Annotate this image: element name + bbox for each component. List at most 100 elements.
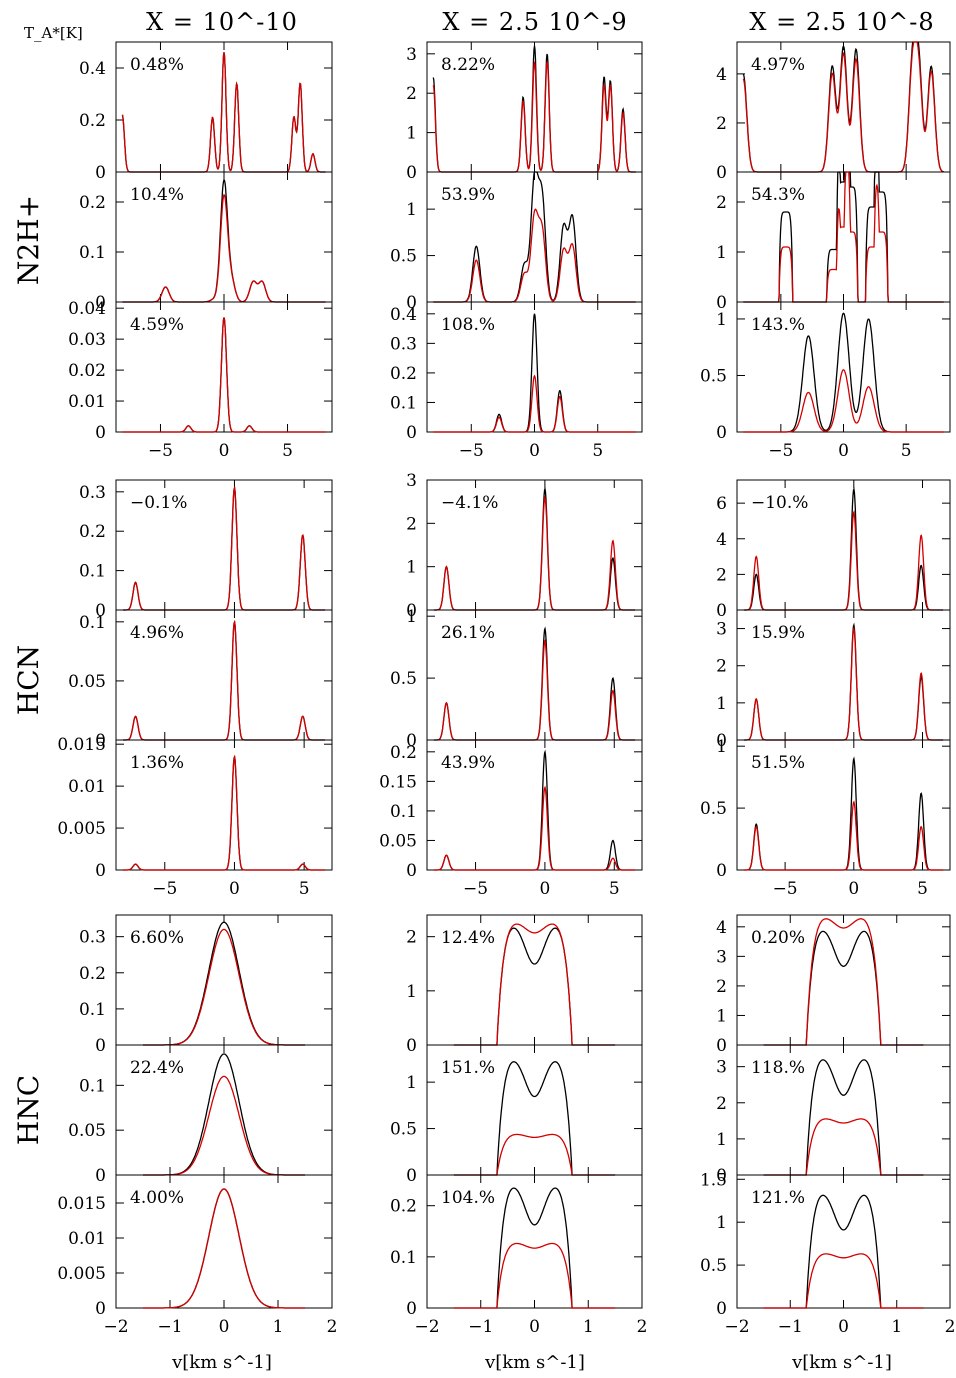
x-tick-label: −2 xyxy=(414,1317,439,1337)
y-tick-label: 0.5 xyxy=(390,669,417,689)
y-tick-label: 0 xyxy=(95,1036,106,1056)
y-tick-label: 0.2 xyxy=(390,1197,417,1217)
y-tick-label: 0.03 xyxy=(68,330,106,350)
percentage-label: 8.22% xyxy=(441,55,495,75)
y-tick-label: 0.1 xyxy=(79,1076,106,1096)
x-tick-label: 1 xyxy=(273,1317,284,1337)
y-tick-label: 0.05 xyxy=(379,831,417,851)
panel-N2H+-r2-c2: 0 0.5 1 53.9% xyxy=(390,171,643,313)
percentage-label: 121.% xyxy=(751,1188,805,1208)
x-tick-label: 5 xyxy=(592,441,603,461)
percentage-label: 4.00% xyxy=(130,1188,184,1208)
x-tick-label: −1 xyxy=(778,1317,803,1337)
y-tick-label: 1 xyxy=(406,982,417,1002)
y-tick-label: 2 xyxy=(406,514,417,534)
percentage-label: 108.% xyxy=(441,315,495,335)
y-tick-label: 0.2 xyxy=(390,364,417,384)
x-tick-label: 1 xyxy=(891,1317,902,1337)
y-tick-label: 1.5 xyxy=(700,1170,727,1190)
x-tick-label: 0 xyxy=(229,879,240,899)
black-model-line xyxy=(453,1061,616,1176)
column-title-1: X = 10^-10 xyxy=(146,8,298,36)
red-model-line xyxy=(763,1118,924,1176)
y-tick-label: 1 xyxy=(716,1213,727,1233)
percentage-label: 15.9% xyxy=(751,623,805,643)
y-tick-label: 0.05 xyxy=(68,672,106,692)
black-model-line xyxy=(743,756,944,871)
y-tick-label: 4 xyxy=(716,65,727,85)
x-tick-label: 2 xyxy=(637,1317,648,1337)
y-tick-label: 3 xyxy=(406,471,417,491)
panel-N2H+-r1-c3: 0 2 4 4.97% xyxy=(716,41,951,183)
percentage-label: 1.36% xyxy=(130,753,184,773)
x-tick-label: 0 xyxy=(529,1317,540,1337)
y-tick-label: 0.3 xyxy=(79,928,106,948)
y-tick-label: 1 xyxy=(406,1073,417,1093)
panel-N2H+-r3-c1: 0 0.01 0.02 0.03 0.04 −5 0 5 4.59% xyxy=(68,299,333,461)
y-tick-label: 1 xyxy=(406,200,417,220)
y-tick-label: 0.01 xyxy=(68,1229,106,1249)
y-tick-label: 0.04 xyxy=(68,299,106,319)
column-title-3: X = 2.5 10^-8 xyxy=(749,8,934,36)
panel-HCN-r3-c2: 0 0.05 0.1 0.15 0.2 −5 0 5 43.9% xyxy=(379,739,643,899)
y-tick-label: 0.5 xyxy=(700,366,727,386)
panel-HNC-r1-c1: 0 0.1 0.2 0.3 6.60% xyxy=(79,914,333,1056)
y-tick-label: 0 xyxy=(406,1036,417,1056)
y-tick-label: 3 xyxy=(406,45,417,65)
y-tick-label: 0.015 xyxy=(57,735,106,755)
black-model-line xyxy=(433,626,636,741)
y-tick-label: 0 xyxy=(95,163,106,183)
panel-HNC-r2-c2: 0 0.5 1 151.% xyxy=(390,1044,643,1186)
percentage-label: 0.48% xyxy=(130,55,184,75)
panel-HCN-r1-c1: 0 0.1 0.2 0.3 −0.1% xyxy=(79,479,333,621)
y-tick-label: 0 xyxy=(716,163,727,183)
y-tick-label: 0.2 xyxy=(79,522,106,542)
y-tick-label: 3 xyxy=(716,947,727,967)
x-tick-label: −1 xyxy=(157,1317,182,1337)
percentage-label: 51.5% xyxy=(751,753,805,773)
y-tick-label: 0.5 xyxy=(390,247,417,267)
x-axis-label-3: v[km s^-1] xyxy=(791,1352,892,1373)
y-tick-label: 0.2 xyxy=(390,743,417,763)
y-tick-label: 4 xyxy=(716,918,727,938)
x-tick-label: 0 xyxy=(838,1317,849,1337)
x-tick-label: 2 xyxy=(327,1317,338,1337)
y-tick-label: 0 xyxy=(95,861,106,881)
panel-N2H+-r1-c2: 0 1 2 3 8.22% xyxy=(406,41,643,183)
red-model-line xyxy=(743,626,944,741)
percentage-label: 4.96% xyxy=(130,623,184,643)
y-tick-label: 4 xyxy=(716,530,727,550)
red-model-line xyxy=(433,374,636,433)
y-tick-label: 0.4 xyxy=(79,59,106,79)
red-model-line xyxy=(433,639,636,741)
y-tick-label: 1 xyxy=(716,243,727,263)
x-tick-label: 0 xyxy=(539,879,550,899)
y-tick-label: 0.2 xyxy=(79,193,106,213)
x-tick-label: 5 xyxy=(282,441,293,461)
y-tick-label: 1 xyxy=(406,124,417,144)
panel-HNC-r3-c1: 0 0.005 0.01 0.015 −2 −1 0 1 2 4.00% xyxy=(57,1174,338,1337)
y-tick-label: 1 xyxy=(716,310,727,330)
x-tick-label: 1 xyxy=(583,1317,594,1337)
y-tick-label: 0.4 xyxy=(390,305,417,325)
y-tick-label: 0 xyxy=(716,1299,727,1319)
x-tick-label: 0 xyxy=(529,441,540,461)
y-tick-label: 0.005 xyxy=(57,819,106,839)
y-tick-label: 0 xyxy=(406,731,417,751)
y-tick-label: 0.02 xyxy=(68,361,106,381)
y-tick-label: 0.1 xyxy=(390,802,417,822)
red-model-line xyxy=(123,754,325,871)
percentage-label: 118.% xyxy=(751,1058,805,1078)
y-tick-label: 0 xyxy=(406,1299,417,1319)
y-tick-label: 0.1 xyxy=(79,613,106,633)
x-tick-label: −1 xyxy=(468,1317,493,1337)
percentage-label: 54.3% xyxy=(751,185,805,205)
panel-HNC-r1-c3: 0 1 2 3 4 0.20% xyxy=(716,914,951,1056)
percentage-label: 12.4% xyxy=(441,928,495,948)
y-tick-label: 2 xyxy=(716,1094,727,1114)
x-tick-label: −5 xyxy=(148,441,173,461)
y-tick-label: 0 xyxy=(716,293,727,313)
y-tick-label: 0.015 xyxy=(57,1194,106,1214)
y-tick-label: 0 xyxy=(716,423,727,443)
red-model-line xyxy=(143,1075,305,1176)
